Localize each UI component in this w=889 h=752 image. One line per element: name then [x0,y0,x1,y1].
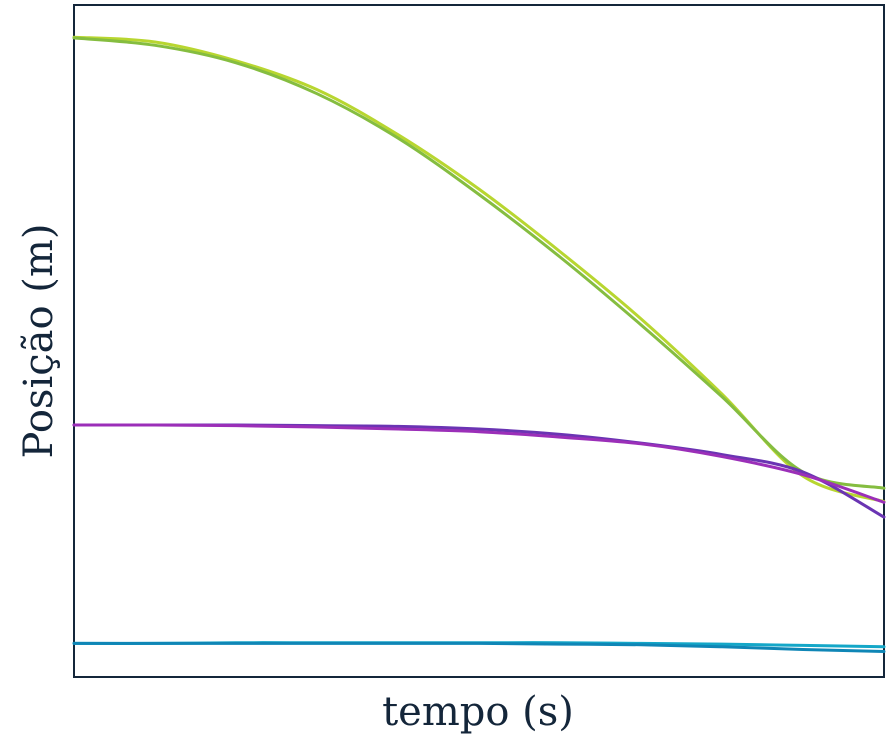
series-line-2 [72,36,886,490]
series-line-6 [72,641,886,653]
y-axis-label: Posição (m) [16,224,62,459]
plot-frame [73,4,885,678]
series-line-4 [72,423,886,504]
x-axis-label: tempo (s) [382,689,574,735]
plot-area [72,4,886,678]
